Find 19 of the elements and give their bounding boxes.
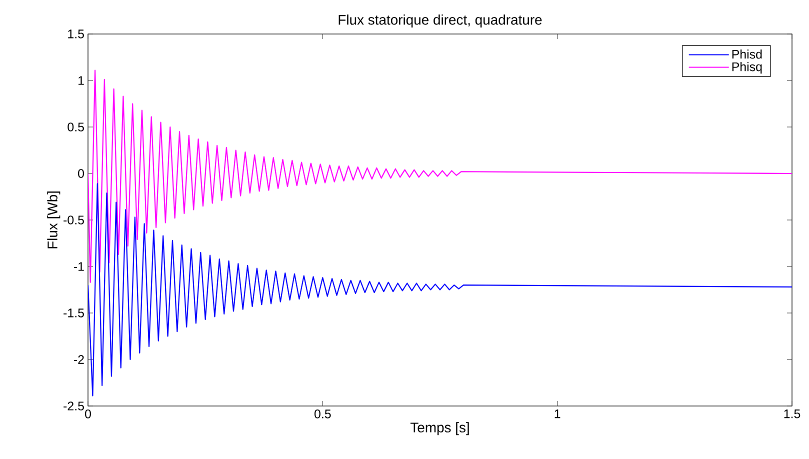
x-tick-label: 1.5 [784,410,800,418]
y-tick-label: -0.5 [64,216,84,224]
y-tick-label: -2 [74,355,84,364]
x-axis-title: Temps [s] [410,422,469,436]
y-tick-label: 1.5 [68,30,84,38]
chart-title: Flux statorique direct, quadrature [338,14,542,28]
line-series [88,183,792,396]
y-tick-label: 1 [78,76,84,85]
y-tick-label: 0.5 [68,122,84,132]
y-axis-title: Flux [Wb] [47,192,60,248]
y-tick-label: -1.5 [64,308,84,318]
x-tick-label: 0.5 [314,410,331,418]
x-tick-label: 1 [554,410,560,418]
legend-label: Phisq [732,62,762,74]
y-tick-label: -1 [74,262,84,271]
legend-label: Phisd [732,50,762,59]
x-tick-label: 0 [85,410,91,418]
y-tick-label: -2.5 [64,402,84,410]
y-tick-label: 0 [78,169,84,178]
